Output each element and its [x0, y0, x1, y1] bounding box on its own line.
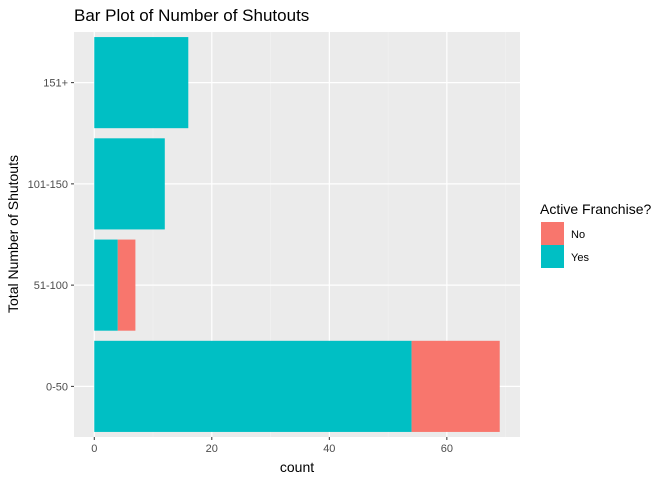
legend-label-no: No	[571, 229, 585, 241]
chart-title: Bar Plot of Number of Shutouts	[74, 6, 309, 25]
y-tick-label-51-100: 51-100	[34, 280, 68, 292]
legend-key-no	[541, 222, 564, 245]
y-axis-title: Total Number of Shutouts	[5, 155, 21, 313]
legend-title: Active Franchise?	[540, 201, 651, 217]
y-tick-label-101-150: 101-150	[28, 179, 68, 191]
legend-label-yes: Yes	[571, 252, 589, 264]
x-axis-title: count	[280, 459, 314, 475]
y-tick-label-0-50: 0-50	[46, 381, 68, 393]
legend: Active Franchise? No Yes	[540, 201, 651, 268]
x-tick-label-60: 60	[441, 443, 453, 455]
legend-key-yes	[541, 245, 564, 268]
bars	[94, 37, 500, 432]
x-axis: 0 20 40 60	[91, 437, 453, 455]
bar-no-51-100	[117, 239, 136, 331]
bar-yes-0-50	[94, 340, 412, 432]
bar-yes-151+	[94, 37, 189, 129]
y-axis: 0-50 51-100 101-150 151+	[28, 78, 74, 393]
bar-yes-51-100	[94, 239, 118, 331]
bar-no-0-50	[411, 340, 500, 432]
bar-yes-101-150	[94, 138, 165, 230]
x-tick-label-40: 40	[323, 443, 335, 455]
y-tick-label-151+: 151+	[43, 78, 68, 90]
x-tick-label-0: 0	[91, 443, 97, 455]
x-tick-label-20: 20	[206, 443, 218, 455]
